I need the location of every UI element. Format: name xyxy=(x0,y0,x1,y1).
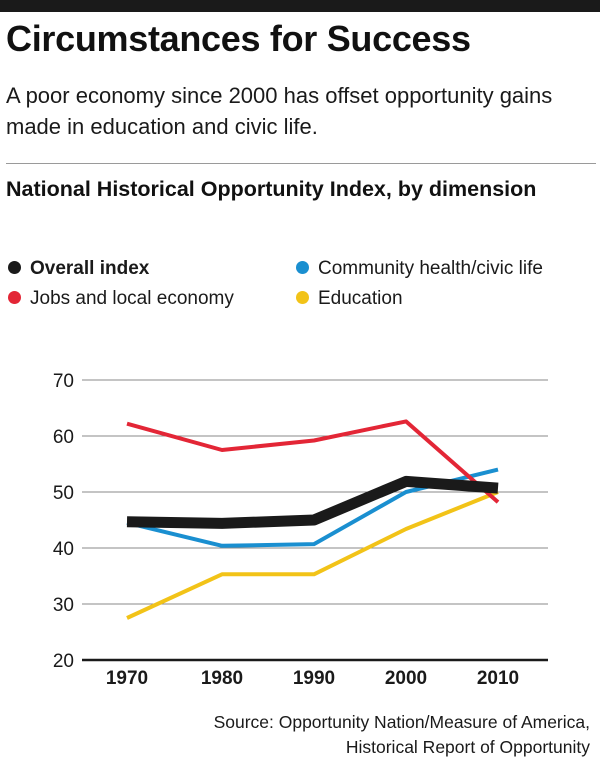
legend-item-jobs-economy: Jobs and local economy xyxy=(8,285,234,313)
x-tick-label: 1990 xyxy=(293,668,335,689)
legend-swatch xyxy=(8,290,21,304)
legend-label: Jobs and local economy xyxy=(30,288,234,309)
top-rule xyxy=(0,0,600,12)
legend-item-education: Education xyxy=(296,285,403,313)
chart-legend: Overall index Community health/civic lif… xyxy=(6,255,600,319)
x-tick-label: 2010 xyxy=(477,668,519,689)
y-tick-label: 70 xyxy=(53,371,74,392)
legend-label: Education xyxy=(318,288,403,309)
chart-title: National Historical Opportunity Index, b… xyxy=(6,177,537,201)
legend-label: Community health/civic life xyxy=(318,258,543,279)
source-note: Source: Opportunity Nation/Measure of Am… xyxy=(214,710,590,760)
series-line-jobs-and-local-economy xyxy=(126,419,500,504)
line-chart: 20 30 40 50 60 70 1970 1980 1990 2000 2010 xyxy=(53,371,548,689)
y-tick-label: 60 xyxy=(53,427,74,448)
x-tick-label: 2000 xyxy=(385,668,427,689)
y-tick-label: 40 xyxy=(53,539,74,560)
legend-swatch xyxy=(296,260,309,274)
page-subtitle: A poor economy since 2000 has offset opp… xyxy=(6,83,553,139)
x-tick-label: 1980 xyxy=(201,668,243,689)
legend-swatch xyxy=(8,260,21,274)
divider xyxy=(6,163,596,164)
series-line-education xyxy=(126,490,499,620)
legend-label: Overall index xyxy=(30,258,150,279)
legend-item-community-health: Community health/civic life xyxy=(296,255,543,283)
y-tick-label: 30 xyxy=(53,595,74,616)
y-tick-label: 20 xyxy=(53,651,74,672)
legend-swatch xyxy=(296,290,309,304)
page-title: Circumstances for Success xyxy=(6,18,471,59)
legend-item-overall-index: Overall index xyxy=(8,255,149,283)
source-line-2: Historical Report of Opportunity xyxy=(345,737,590,757)
x-tick-label: 1970 xyxy=(106,668,148,689)
series-line-overall-index xyxy=(126,475,499,529)
source-line-1: Source: Opportunity Nation/Measure of Am… xyxy=(213,712,590,732)
y-tick-label: 50 xyxy=(53,483,74,504)
